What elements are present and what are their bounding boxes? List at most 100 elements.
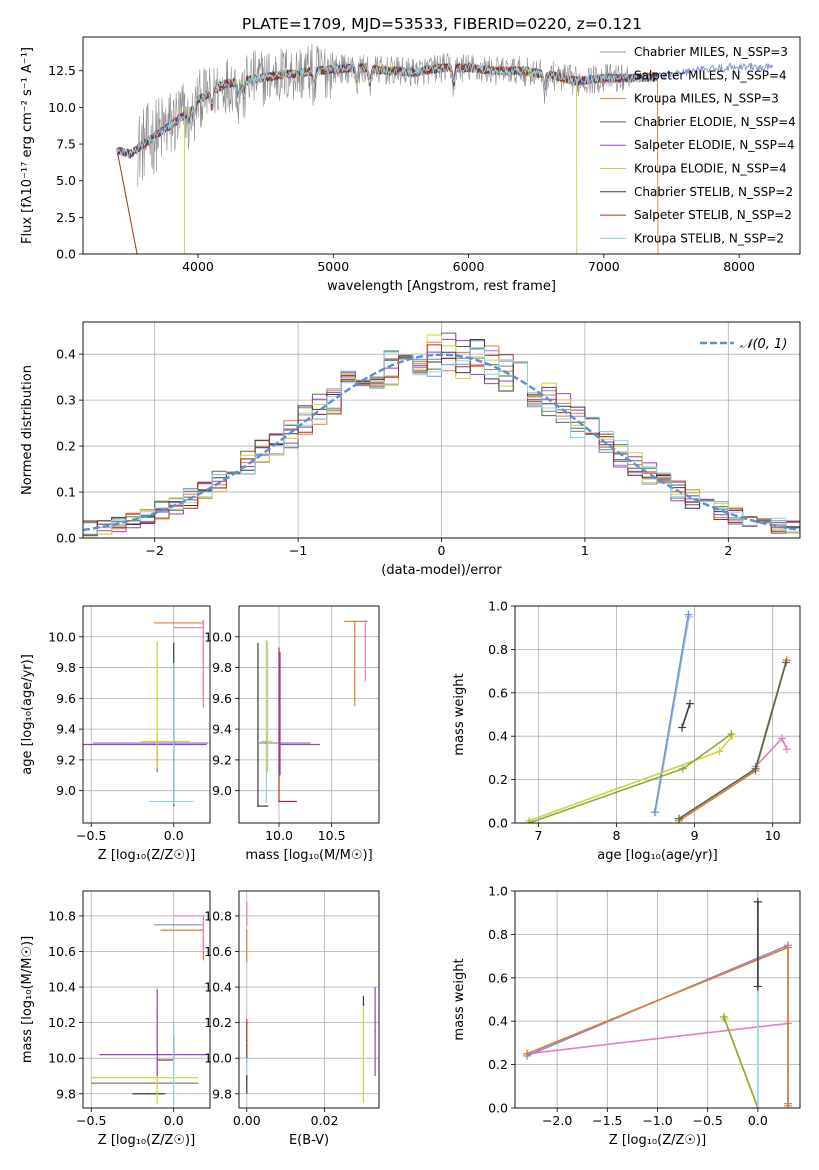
data-point — [245, 1075, 248, 1077]
y-tick-label: 10.0 — [204, 1051, 232, 1066]
panel-weight_vs_Z: −2.0 −1.5 −1.0 −0.5 0.0 0.0 0.2 0.4 0.6 0.8 1.0 Z [… — [452, 884, 801, 1148]
data-point — [202, 626, 205, 629]
y-tick-label: 10.2 — [204, 1015, 232, 1030]
y-tick-label: 9.4 — [56, 722, 76, 737]
x-tick-label: 0.00 — [233, 1113, 261, 1128]
x-tick-label: −0.5 — [76, 1113, 106, 1128]
data-point — [172, 800, 175, 803]
y-tick-label: 12.5 — [48, 63, 76, 78]
axes-frame — [514, 605, 801, 824]
y-tick-label: 0.4 — [56, 347, 76, 362]
y-tick-label: 0.0 — [488, 1101, 508, 1116]
y-tick-label: 9.8 — [212, 1086, 232, 1101]
x-tick-label: 0 — [438, 543, 446, 558]
panel-residuals: −2 −1 0 1 2 0.0 0.1 0.2 0.3 0.4 (data-model)/error… — [20, 321, 801, 578]
y-axis-label: mass weight — [452, 958, 467, 1040]
plot-area-spectrum — [116, 43, 774, 254]
y-tick-label: 0.2 — [56, 439, 76, 454]
y-tick-label: 9.4 — [212, 722, 232, 737]
figure-title: PLATE=1709, MJD=53533, FIBERID=0220, z=0… — [242, 15, 642, 33]
y-tick-label: 10.0 — [48, 100, 76, 115]
residual-histogram-8 — [83, 347, 800, 535]
panel-mass_vs_ebv: 0.00 0.02 9.8 10.0 10.2 10.4 10.6 10.8 E(B-V) — [204, 890, 380, 1148]
legend-entry: Kroupa STELIB, N_SSP=2 — [634, 231, 784, 245]
data-point — [362, 1048, 365, 1051]
data-point — [202, 915, 205, 917]
residual-histogram-5 — [83, 334, 800, 537]
panel-age_vs_Z: −0.5 0.0 9.0 9.2 9.4 9.6 9.8 10.0 Z [log₁₀(Z/Z☉)… — [20, 605, 211, 863]
y-tick-label: 0.8 — [488, 927, 508, 942]
panel-weight_vs_age: 7 8 9 10 0.0 0.2 0.4 0.6 0.8 1.0 age [log₁₀(age/yr… — [452, 599, 801, 863]
x-tick-label: −1.0 — [642, 1113, 672, 1128]
legend: 𝒩(0, 1) — [700, 337, 787, 352]
x-tick-label: −1.5 — [592, 1113, 622, 1128]
x-axis-label: (data-model)/error — [381, 563, 502, 578]
y-tick-label: 9.2 — [212, 752, 232, 767]
y-tick-label: 7.5 — [56, 137, 76, 152]
y-axis-label: mass [log₁₀(M/M☉)] — [20, 936, 35, 1063]
x-tick-label: 10 — [765, 828, 781, 843]
x-tick-label: 0.02 — [311, 1113, 339, 1128]
x-tick-label: 4000 — [182, 259, 214, 274]
y-tick-label: 0.8 — [488, 642, 508, 657]
x-tick-label: 9 — [691, 828, 699, 843]
y-axis-label: Flux [fλ10⁻¹⁷ erg cm⁻² s⁻¹ A⁻¹] — [20, 47, 35, 244]
axes-frame — [238, 890, 380, 1109]
y-tick-label: 0.1 — [56, 485, 76, 500]
x-axis-label: wavelength [Angstrom, rest frame] — [327, 279, 556, 294]
x-axis-label: Z [log₁₀(Z/Z☉)] — [98, 848, 195, 863]
x-axis-label: Z [log₁₀(Z/Z☉)] — [98, 1133, 195, 1148]
plot-area-mass_vs_Z — [91, 915, 207, 1105]
plot-area-weight_vs_age — [525, 610, 791, 823]
axes-frame — [82, 890, 211, 1109]
y-tick-label: 9.6 — [56, 691, 76, 706]
y-tick-label: 9.8 — [56, 660, 76, 675]
plot-area-weight_vs_Z — [523, 897, 792, 1108]
legend-entry: Salpeter STELIB, N_SSP=2 — [634, 208, 792, 222]
y-axis-label: Normed distribution — [20, 365, 35, 495]
weight-line — [722, 1016, 759, 1108]
axes-frame — [238, 605, 380, 824]
axes-frame — [82, 605, 211, 824]
y-tick-label: 10.6 — [48, 944, 76, 959]
y-tick-label: 0.4 — [488, 729, 508, 744]
grid-mass_vs_ebv — [239, 891, 379, 1108]
x-tick-label: 8000 — [723, 259, 755, 274]
data-point — [245, 929, 248, 931]
y-tick-label: 10.0 — [48, 1051, 76, 1066]
y-axis-label: age [log₁₀(age/yr)] — [20, 654, 35, 775]
weight-line — [654, 614, 690, 813]
data-point — [148, 1092, 150, 1095]
x-tick-label: 7 — [534, 828, 542, 843]
panel-mass_vs_Z: −0.5 0.0 9.8 10.0 10.2 10.4 10.6 10.8 Z [log₁₀(Z… — [20, 890, 211, 1148]
data-point — [257, 805, 259, 807]
x-tick-label: 2 — [724, 543, 732, 558]
legend-entry: Salpeter ELODIE, N_SSP=4 — [634, 138, 795, 152]
y-tick-label: 9.8 — [56, 1086, 76, 1101]
data-point — [156, 740, 159, 743]
axes-frame — [82, 36, 801, 255]
x-tick-label: 8 — [613, 828, 621, 843]
data-point — [278, 800, 280, 803]
y-tick-label: 0.0 — [56, 531, 76, 546]
y-tick-label: 0.0 — [488, 816, 508, 831]
y-tick-label: 9.2 — [56, 752, 76, 767]
legend-entry: 𝒩(0, 1) — [740, 337, 787, 352]
data-point — [156, 1076, 159, 1079]
x-tick-label: 0.0 — [164, 828, 184, 843]
data-point — [364, 626, 367, 629]
model-spectrum-8 — [116, 63, 658, 159]
y-tick-label: 10.8 — [204, 908, 232, 923]
plot-area-age_vs_Z — [83, 619, 209, 807]
data-point — [172, 1076, 175, 1079]
panel-age_vs_mass: 10.0 10.5 9.0 9.2 9.4 9.6 9.8 10.0 mass [log₁₀(M… — [204, 605, 380, 863]
y-tick-label: 0.4 — [488, 1014, 508, 1029]
plot-area-age_vs_mass — [257, 619, 368, 807]
legend-entry: Kroupa MILES, N_SSP=3 — [634, 92, 779, 106]
y-tick-label: 0.6 — [488, 685, 508, 700]
data-point — [156, 1053, 159, 1056]
weight-line — [526, 1022, 789, 1055]
data-point — [174, 742, 177, 744]
y-tick-label: 10.2 — [48, 1015, 76, 1030]
